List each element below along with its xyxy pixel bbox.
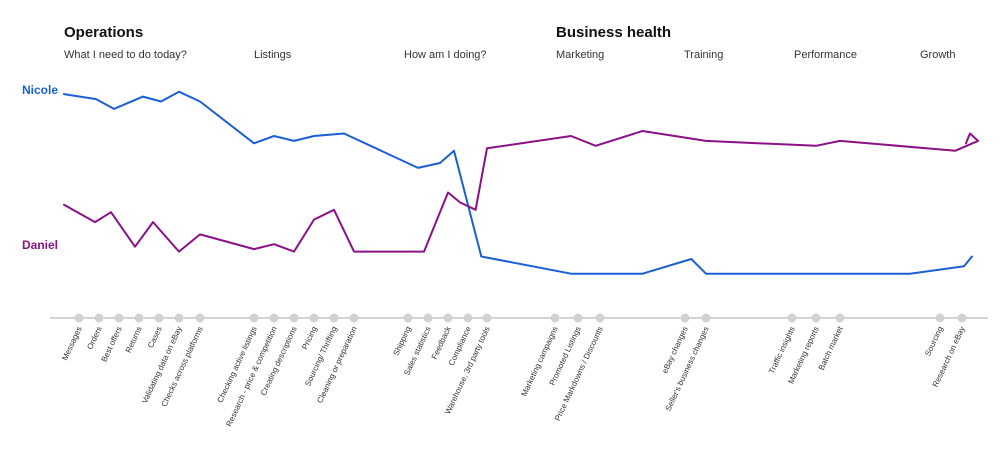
tick-label-sourcing: Sourcing bbox=[923, 325, 945, 357]
x-axis-marker bbox=[174, 313, 184, 323]
section-title-operations: Operations bbox=[64, 24, 143, 41]
tick-label-best-offers: Best offers bbox=[100, 325, 124, 363]
tick-label-orders: Orders bbox=[85, 325, 103, 351]
x-axis-markers bbox=[74, 313, 967, 323]
x-axis-marker bbox=[114, 313, 124, 323]
series-label-nicole: Nicole bbox=[22, 83, 58, 97]
tick-label-shipping: Shipping bbox=[391, 325, 412, 357]
tick-label-cases: Cases bbox=[146, 325, 164, 349]
x-axis-marker bbox=[269, 313, 279, 323]
x-axis-marker bbox=[195, 313, 205, 323]
x-axis-marker bbox=[463, 313, 473, 323]
x-axis-marker bbox=[94, 313, 104, 323]
x-axis-marker bbox=[443, 313, 453, 323]
x-axis-marker bbox=[482, 313, 492, 323]
series-label-daniel: Daniel bbox=[22, 238, 58, 252]
x-axis-marker bbox=[935, 313, 945, 323]
x-axis-marker bbox=[680, 313, 690, 323]
x-axis-marker bbox=[154, 313, 164, 323]
category-title-what-i-need-to-do-today: What I need to do today? bbox=[64, 49, 187, 61]
x-axis-marker bbox=[403, 313, 413, 323]
x-axis-marker bbox=[701, 313, 711, 323]
x-axis-marker bbox=[249, 313, 259, 323]
tick-label-checks-across-platforms: Checks across platforms bbox=[160, 325, 205, 408]
category-title-performance: Performance bbox=[794, 49, 857, 61]
x-axis-marker bbox=[329, 313, 339, 323]
x-axis-marker bbox=[573, 313, 583, 323]
x-axis-marker bbox=[550, 313, 560, 323]
x-axis-marker bbox=[423, 313, 433, 323]
tick-label-returns: Returns bbox=[124, 325, 144, 354]
tick-label-batch-market: Batch market bbox=[817, 324, 845, 371]
tick-label-pricing: Pricing bbox=[300, 325, 318, 351]
x-axis-marker bbox=[309, 313, 319, 323]
series-line-nicole bbox=[63, 90, 973, 275]
x-axis-marker bbox=[787, 313, 797, 323]
category-title-listings: Listings bbox=[254, 49, 292, 61]
series-line-daniel bbox=[63, 130, 979, 253]
x-axis-marker bbox=[134, 313, 144, 323]
x-axis-marker bbox=[289, 313, 299, 323]
x-axis-marker bbox=[349, 313, 359, 323]
category-title-growth: Growth bbox=[920, 49, 955, 61]
tick-label-messages: Messages bbox=[60, 325, 84, 362]
category-title-training: Training bbox=[684, 49, 723, 61]
category-title-marketing: Marketing bbox=[556, 49, 604, 61]
category-title-how-am-i-doing: How am I doing? bbox=[404, 49, 487, 61]
x-axis-marker bbox=[811, 313, 821, 323]
x-axis-marker bbox=[957, 313, 967, 323]
x-axis-marker bbox=[74, 313, 84, 323]
x-axis-marker bbox=[595, 313, 605, 323]
x-axis-marker bbox=[835, 313, 845, 323]
section-title-business-health: Business health bbox=[556, 24, 671, 41]
